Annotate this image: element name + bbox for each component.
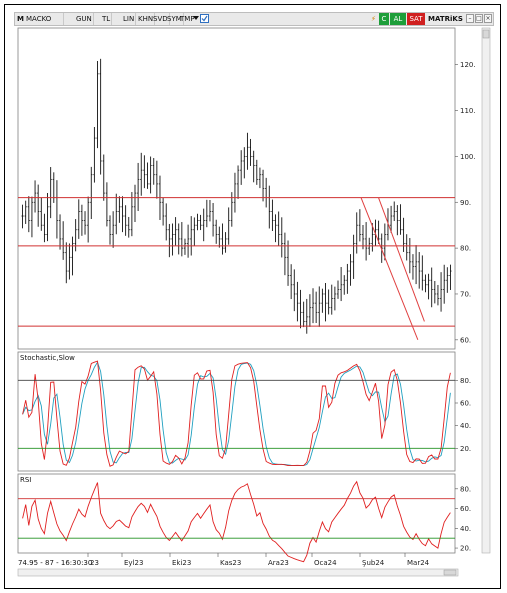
rsi-pane bbox=[17, 473, 456, 554]
x-tick-label: Eki23 bbox=[172, 559, 191, 567]
lightning-icon[interactable]: ⚡ bbox=[371, 15, 376, 23]
close-button[interactable]: × bbox=[484, 14, 492, 23]
price-pane bbox=[17, 27, 456, 350]
linear-scale-button[interactable]: LIN bbox=[123, 13, 137, 25]
candle-button[interactable]: KHN bbox=[138, 13, 156, 25]
stochastic-k-line bbox=[22, 360, 451, 467]
x-tick-label: Şub24 bbox=[362, 559, 385, 567]
currency-button[interactable]: TL bbox=[102, 13, 113, 25]
x-tick-label: Oca24 bbox=[314, 559, 337, 567]
x-tick-label: Mar24 bbox=[407, 559, 430, 567]
stochastic-tick-label: 60. bbox=[460, 400, 471, 408]
sell-button[interactable]: SAT bbox=[407, 13, 425, 25]
template-button[interactable]: TMP bbox=[180, 15, 195, 23]
matrix-logo: MATRiKS bbox=[428, 15, 463, 23]
price-tick-label: 80. bbox=[460, 245, 471, 253]
checkbox-icon[interactable] bbox=[199, 14, 210, 26]
buy-button[interactable]: AL bbox=[390, 13, 406, 25]
stochastic-pane bbox=[17, 351, 456, 472]
c-button[interactable]: C bbox=[379, 13, 389, 25]
triangle-down-icon[interactable] bbox=[192, 14, 200, 26]
symbol-field[interactable]: MACKO bbox=[25, 13, 64, 25]
toolbar: M MACKO GUN TL LIN KHN SVD SYM TMP ⚡ C A… bbox=[14, 12, 494, 26]
stochastic-tick-label: 20. bbox=[460, 445, 471, 453]
price-tick-label: 70. bbox=[460, 290, 471, 298]
price-tick-label: 100. bbox=[460, 153, 476, 161]
stochastic-label: Stochastic,Slow bbox=[20, 354, 75, 362]
x-tick-label: Kas23 bbox=[220, 559, 241, 567]
stochastic-d-line bbox=[22, 361, 451, 466]
symbol-button[interactable]: SYM bbox=[167, 13, 184, 25]
channel-trend-line bbox=[378, 197, 425, 322]
minimize-button[interactable]: – bbox=[466, 14, 474, 23]
price-tick-label: 110. bbox=[460, 107, 476, 115]
maximize-button[interactable]: □ bbox=[475, 14, 483, 23]
horizontal-scrollbar-thumb bbox=[443, 569, 457, 576]
x-tick-label: 23 bbox=[90, 559, 99, 567]
scrollbar-thumb bbox=[482, 29, 490, 39]
stochastic-tick-label: 80. bbox=[460, 377, 471, 385]
menu-icon[interactable]: M bbox=[17, 15, 24, 23]
channel-trend-line bbox=[360, 197, 419, 341]
period-button[interactable]: GUN bbox=[76, 13, 94, 25]
rsi-tick-label: 20. bbox=[460, 545, 471, 553]
rsi-label: RSI bbox=[20, 476, 31, 484]
x-tick-label: Ara23 bbox=[268, 559, 289, 567]
rsi-tick-label: 80. bbox=[460, 485, 471, 493]
status-readout: 74.95 - 87 - 16:30:30 bbox=[18, 559, 92, 567]
price-tick-label: 90. bbox=[460, 199, 471, 207]
chart-window bbox=[4, 4, 501, 589]
price-tick-label: 60. bbox=[460, 336, 471, 344]
stochastic-tick-label: 40. bbox=[460, 422, 471, 430]
price-tick-label: 120. bbox=[460, 61, 476, 69]
horizontal-scrollbar bbox=[17, 568, 459, 577]
rsi-line bbox=[22, 480, 451, 563]
rsi-tick-label: 40. bbox=[460, 525, 471, 533]
rsi-tick-label: 60. bbox=[460, 505, 471, 513]
vertical-scrollbar bbox=[481, 27, 491, 554]
volume-button[interactable]: SVD bbox=[153, 13, 170, 25]
x-tick-label: Eyl23 bbox=[124, 559, 143, 567]
